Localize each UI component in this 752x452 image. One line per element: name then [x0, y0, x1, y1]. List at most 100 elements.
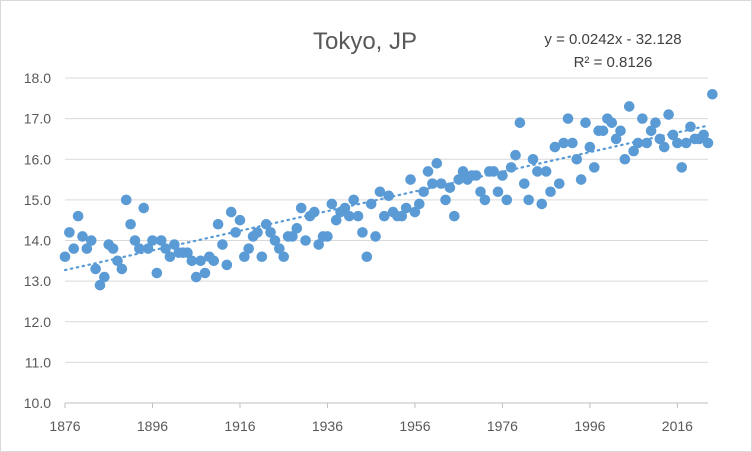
data-point	[676, 162, 688, 173]
data-point	[107, 243, 119, 254]
data-point	[453, 174, 464, 185]
data-point	[352, 210, 364, 222]
data-point	[567, 137, 578, 149]
data-point	[129, 235, 141, 246]
data-point	[330, 214, 342, 226]
y-tick-label: 15.0	[24, 192, 51, 208]
data-point	[252, 227, 263, 238]
data-point	[374, 186, 386, 198]
data-point	[99, 271, 110, 283]
x-tick-label: 1996	[574, 418, 605, 434]
data-point	[488, 166, 499, 177]
data-point	[418, 186, 429, 198]
data-point	[309, 206, 320, 218]
data-point	[112, 255, 123, 267]
data-point	[514, 117, 526, 128]
data-point	[344, 210, 355, 222]
data-point	[64, 227, 75, 238]
trendline-equation: y = 0.0242x - 32.128	[544, 31, 681, 48]
y-tick-label: 12.0	[24, 314, 51, 330]
data-point	[234, 214, 246, 226]
data-point	[667, 129, 679, 141]
data-point	[212, 218, 224, 230]
data-point	[260, 218, 272, 230]
data-point	[510, 149, 521, 161]
data-point	[658, 141, 670, 153]
y-tick-label: 13.0	[24, 273, 51, 289]
data-point	[479, 194, 491, 206]
y-tick-label: 17.0	[24, 111, 51, 127]
data-point	[147, 235, 158, 246]
data-point	[702, 137, 714, 149]
data-point	[239, 251, 250, 263]
data-point	[457, 166, 469, 177]
data-point	[68, 243, 80, 254]
x-tick-label: 1916	[224, 418, 255, 434]
data-point	[632, 137, 644, 149]
data-point	[265, 227, 276, 238]
data-point	[365, 198, 377, 210]
data-point	[138, 202, 150, 214]
x-tick-label: 2016	[662, 418, 693, 434]
data-point	[291, 223, 303, 234]
x-tick-label: 1936	[312, 418, 343, 434]
data-point	[90, 263, 101, 275]
data-point	[615, 125, 626, 137]
data-point	[339, 202, 351, 214]
data-point	[580, 117, 591, 128]
data-point	[409, 206, 421, 218]
y-axis-ticks: 10.0 11.0 12.0 13.0 14.0 15.0 16.0 17.0 18.0	[24, 70, 51, 411]
data-point	[379, 210, 390, 222]
y-tick-label: 16.0	[24, 151, 51, 167]
data-point	[571, 153, 583, 165]
data-point	[160, 243, 171, 254]
data-point	[444, 182, 456, 193]
data-point	[680, 137, 692, 149]
data-point	[553, 178, 565, 189]
x-tick-label: 1876	[49, 418, 80, 434]
data-points	[59, 88, 718, 291]
data-point	[383, 190, 394, 202]
data-point	[269, 235, 281, 246]
data-point	[549, 141, 561, 153]
data-point	[81, 243, 93, 254]
data-point	[85, 235, 97, 246]
data-point	[300, 235, 311, 246]
data-point	[597, 125, 609, 137]
data-point	[116, 263, 128, 275]
data-point	[422, 166, 434, 177]
data-point	[623, 101, 635, 112]
data-point	[370, 231, 381, 242]
data-point	[217, 239, 228, 250]
data-point	[435, 178, 447, 189]
y-tick-label: 11.0	[25, 354, 51, 370]
data-point	[501, 194, 513, 206]
data-point	[396, 210, 408, 222]
data-point	[322, 231, 333, 242]
data-point	[518, 178, 530, 189]
data-point	[125, 218, 136, 230]
data-point	[225, 206, 237, 218]
data-point	[558, 137, 569, 149]
data-point	[628, 145, 639, 157]
data-point	[199, 267, 211, 279]
data-point	[685, 121, 696, 133]
data-point	[505, 162, 517, 173]
data-point	[120, 194, 132, 206]
data-point	[448, 210, 460, 222]
data-point	[169, 239, 180, 250]
data-point	[195, 255, 206, 267]
data-point	[278, 251, 290, 263]
data-point	[645, 125, 657, 137]
data-point	[164, 251, 176, 263]
data-point	[641, 137, 653, 149]
data-point	[545, 186, 556, 198]
data-point	[650, 117, 661, 128]
data-point	[155, 235, 167, 246]
data-point	[698, 129, 709, 141]
data-point	[405, 174, 416, 185]
data-point	[497, 170, 508, 181]
data-point	[142, 243, 154, 254]
